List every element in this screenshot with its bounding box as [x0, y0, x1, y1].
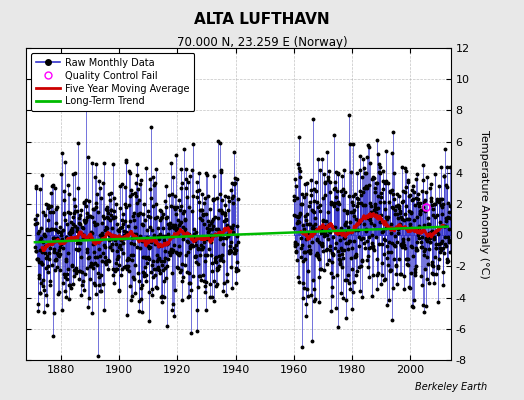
Text: Berkeley Earth: Berkeley Earth: [415, 382, 487, 392]
Y-axis label: Temperature Anomaly (°C): Temperature Anomaly (°C): [479, 130, 489, 278]
Text: ALTA LUFTHAVN: ALTA LUFTHAVN: [194, 12, 330, 27]
Text: 70.000 N, 23.259 E (Norway): 70.000 N, 23.259 E (Norway): [177, 36, 347, 49]
Legend: Raw Monthly Data, Quality Control Fail, Five Year Moving Average, Long-Term Tren: Raw Monthly Data, Quality Control Fail, …: [31, 53, 194, 111]
